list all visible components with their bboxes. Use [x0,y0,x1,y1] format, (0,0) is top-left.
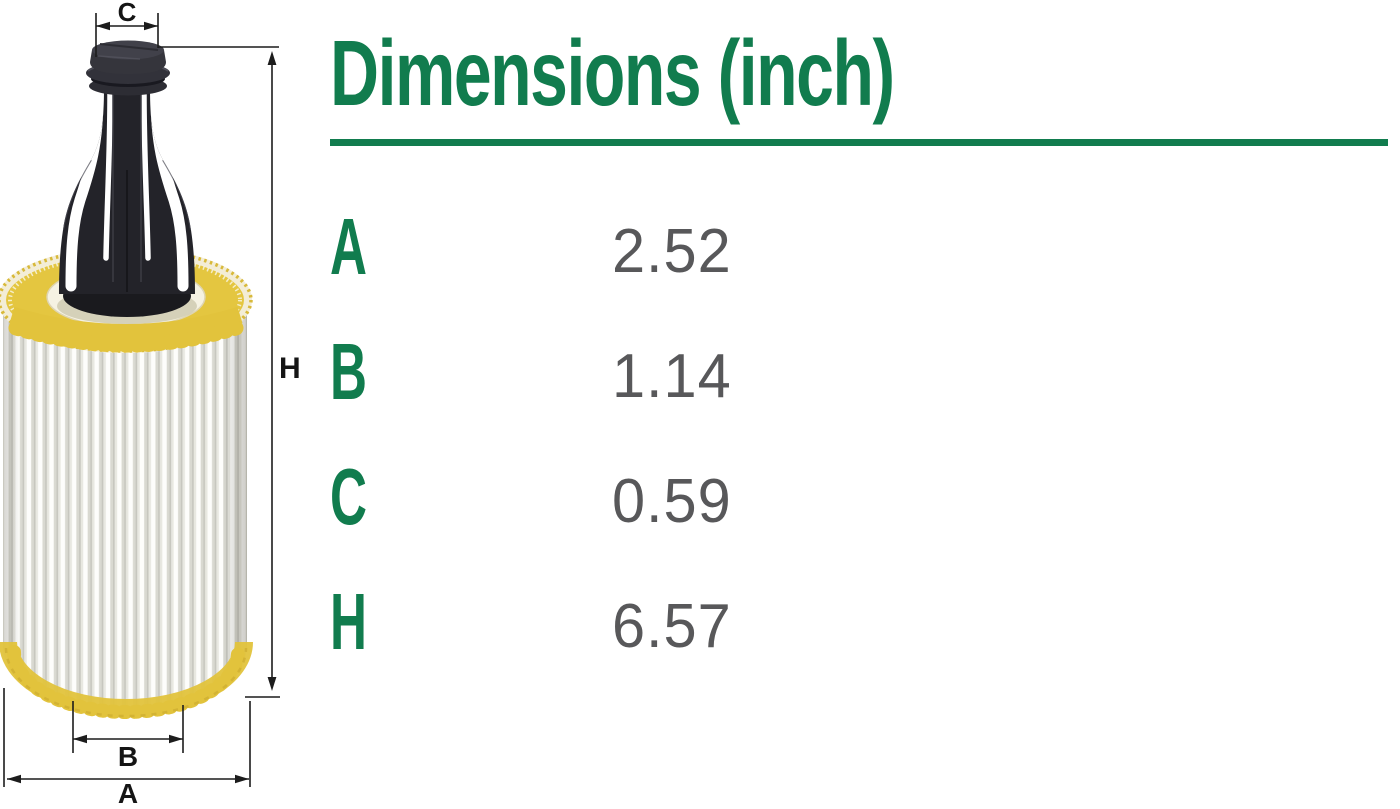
page-title: Dimensions (inch) [330,21,895,125]
dimension-key-b: B [330,327,367,416]
dimension-row-b: B 1.14 [330,332,1110,414]
dimension-annotations: C H B A [3,0,301,809]
dimension-value-h: 6.57 [612,592,732,661]
pleated-media-body [3,303,247,718]
dimension-label-h: H [279,352,301,385]
dimension-key-c: C [330,452,367,541]
divider-rule [330,139,1388,146]
dimension-key-a: A [330,202,367,291]
dimension-row-h: H 6.57 [330,582,1110,664]
dimension-value-b: 1.14 [612,342,732,411]
dimension-label-a: A [118,778,138,804]
dimension-value-c: 0.59 [612,467,732,536]
stem-cap [86,40,170,96]
product-figure: C H B A [0,0,320,809]
bottom-seal-band [0,641,253,719]
dimension-row-a: A 2.52 [330,207,1110,289]
dimension-row-c: C 0.59 [330,457,1110,539]
dimension-key-h: H [330,577,367,666]
dimension-label-b: B [118,741,138,772]
filter-illustration: C H B A [0,0,301,809]
dimension-label-c: C [118,0,137,27]
dimension-value-a: 2.52 [612,217,732,286]
